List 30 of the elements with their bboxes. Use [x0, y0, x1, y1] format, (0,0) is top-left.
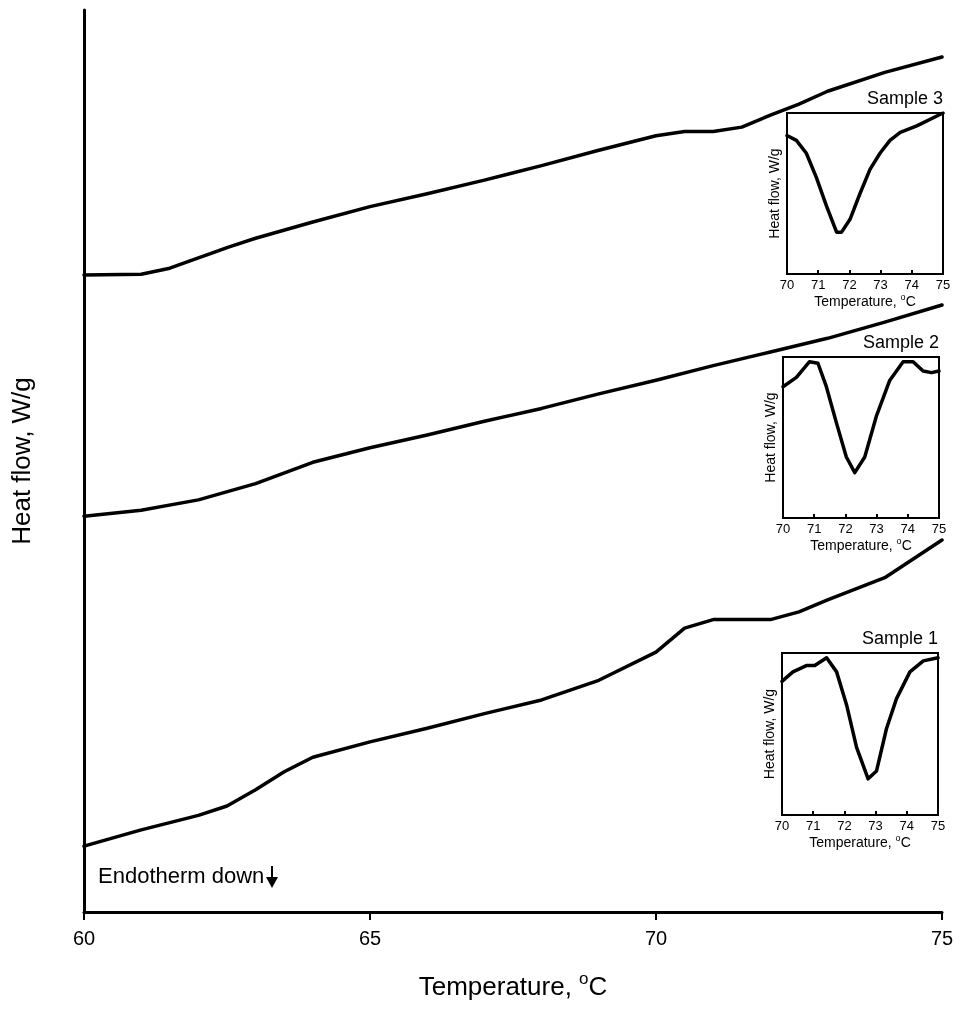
x-tick-label: 72	[837, 818, 852, 833]
x-tick-label: 65	[358, 927, 382, 949]
chart-title: Sample 1	[861, 628, 938, 648]
x-tick-label: 75	[931, 521, 947, 536]
x-tick-label: 72	[838, 521, 853, 536]
chart-title: Sample 2	[862, 332, 939, 352]
x-tick-label: 70	[779, 277, 795, 292]
x-tick-label: 74	[904, 277, 920, 292]
x-tick-label: 72	[842, 277, 857, 292]
x-tick-label: 75	[930, 927, 954, 949]
y-axis-title: Heat flow, W/g	[6, 377, 36, 545]
chart-title: Sample 3	[866, 88, 943, 108]
x-tick-label: 73	[868, 818, 883, 833]
x-tick-label: 70	[774, 818, 790, 833]
x-tick-label: 70	[775, 521, 791, 536]
x-tick-label: 74	[900, 521, 916, 536]
x-tick-label: 75	[930, 818, 946, 833]
y-axis-title: Heat flow, W/g	[762, 392, 778, 483]
annotation: Endotherm down	[98, 862, 265, 888]
y-axis-title: Heat flow, W/g	[761, 688, 777, 780]
x-tick-label: 71	[805, 818, 821, 833]
x-tick-label: 71	[806, 521, 822, 536]
x-tick-label: 60	[72, 927, 96, 949]
x-tick-label: 73	[869, 521, 884, 536]
x-tick-label: 74	[899, 818, 915, 833]
x-tick-label: 70	[644, 927, 668, 949]
x-tick-label: 73	[873, 277, 888, 292]
y-axis-title: Heat flow, W/g	[766, 148, 782, 239]
x-tick-label: 75	[935, 277, 951, 292]
x-tick-label: 71	[810, 277, 826, 292]
